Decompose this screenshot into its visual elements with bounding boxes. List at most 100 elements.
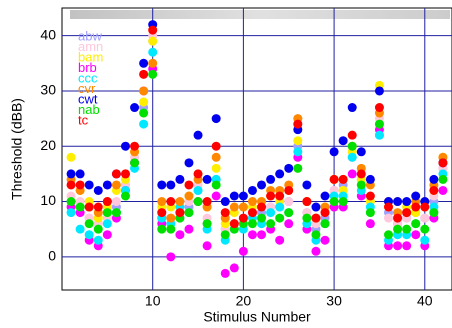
data-point bbox=[94, 236, 103, 245]
data-point bbox=[184, 158, 193, 167]
data-point bbox=[275, 169, 284, 178]
data-point bbox=[275, 214, 284, 223]
data-point bbox=[85, 180, 94, 189]
data-point bbox=[257, 214, 266, 223]
data-point bbox=[112, 208, 121, 217]
data-point bbox=[411, 230, 420, 239]
data-point bbox=[67, 197, 76, 206]
data-point bbox=[348, 169, 357, 178]
data-point bbox=[139, 98, 148, 107]
data-point bbox=[175, 208, 184, 217]
data-point bbox=[393, 197, 402, 206]
data-point bbox=[203, 219, 212, 228]
data-point bbox=[148, 26, 157, 35]
data-point bbox=[293, 120, 302, 129]
data-point bbox=[375, 103, 384, 112]
data-point bbox=[402, 197, 411, 206]
data-point bbox=[266, 219, 275, 228]
data-point bbox=[157, 197, 166, 206]
data-point bbox=[284, 219, 293, 228]
data-point bbox=[76, 225, 85, 234]
y-tick-label: 0 bbox=[48, 248, 56, 264]
x-axis-label: Stimulus Number bbox=[203, 309, 311, 325]
x-tick-label: 30 bbox=[326, 293, 342, 309]
data-point bbox=[239, 203, 248, 212]
data-point bbox=[248, 208, 257, 217]
data-point bbox=[212, 192, 221, 201]
data-point bbox=[239, 214, 248, 223]
data-point bbox=[130, 158, 139, 167]
data-point bbox=[212, 142, 221, 151]
data-point bbox=[221, 269, 230, 278]
data-point bbox=[357, 169, 366, 178]
plot-area bbox=[62, 8, 452, 290]
data-point bbox=[157, 208, 166, 217]
data-point bbox=[221, 208, 230, 217]
data-point bbox=[148, 59, 157, 68]
x-tick-label: 40 bbox=[417, 293, 433, 309]
data-point bbox=[248, 219, 257, 228]
data-point bbox=[148, 70, 157, 79]
data-point bbox=[311, 203, 320, 212]
data-point bbox=[112, 180, 121, 189]
data-point bbox=[366, 175, 375, 184]
data-point bbox=[366, 192, 375, 201]
data-point bbox=[221, 230, 230, 239]
data-point bbox=[67, 169, 76, 178]
data-point bbox=[103, 219, 112, 228]
data-point bbox=[166, 197, 175, 206]
data-point bbox=[311, 214, 320, 223]
data-point bbox=[166, 252, 175, 261]
data-point bbox=[339, 175, 348, 184]
data-point bbox=[302, 197, 311, 206]
data-point bbox=[284, 197, 293, 206]
data-point bbox=[339, 136, 348, 145]
y-axis-label: Threshold (dBB) bbox=[9, 98, 25, 200]
data-point bbox=[330, 147, 339, 156]
y-tick-label: 40 bbox=[40, 26, 56, 42]
data-point bbox=[212, 153, 221, 162]
data-point bbox=[85, 219, 94, 228]
data-point bbox=[393, 241, 402, 250]
data-point bbox=[157, 225, 166, 234]
data-point bbox=[184, 225, 193, 234]
data-point bbox=[420, 214, 429, 223]
data-point bbox=[275, 192, 284, 201]
data-point bbox=[357, 180, 366, 189]
data-point bbox=[330, 175, 339, 184]
data-point bbox=[411, 192, 420, 201]
data-point bbox=[375, 120, 384, 129]
data-point bbox=[293, 136, 302, 145]
data-point bbox=[257, 203, 266, 212]
data-point bbox=[175, 175, 184, 184]
data-point bbox=[85, 203, 94, 212]
data-point bbox=[194, 186, 203, 195]
data-point bbox=[266, 208, 275, 217]
data-point bbox=[266, 192, 275, 201]
data-point bbox=[266, 175, 275, 184]
data-point bbox=[275, 236, 284, 245]
data-point bbox=[103, 180, 112, 189]
data-point bbox=[212, 164, 221, 173]
data-point bbox=[230, 192, 239, 201]
data-point bbox=[194, 169, 203, 178]
data-point bbox=[321, 236, 330, 245]
data-point bbox=[321, 208, 330, 217]
data-point bbox=[284, 164, 293, 173]
data-point bbox=[330, 197, 339, 206]
data-point bbox=[130, 142, 139, 151]
data-point bbox=[402, 208, 411, 217]
data-point bbox=[348, 153, 357, 162]
data-point bbox=[148, 48, 157, 57]
data-point bbox=[257, 230, 266, 239]
data-point bbox=[121, 142, 130, 151]
data-point bbox=[148, 37, 157, 46]
data-point bbox=[203, 241, 212, 250]
data-point bbox=[184, 208, 193, 217]
data-point bbox=[230, 263, 239, 272]
data-point bbox=[357, 147, 366, 156]
data-point bbox=[375, 86, 384, 95]
data-point bbox=[67, 180, 76, 189]
data-point bbox=[321, 219, 330, 228]
data-point bbox=[230, 219, 239, 228]
